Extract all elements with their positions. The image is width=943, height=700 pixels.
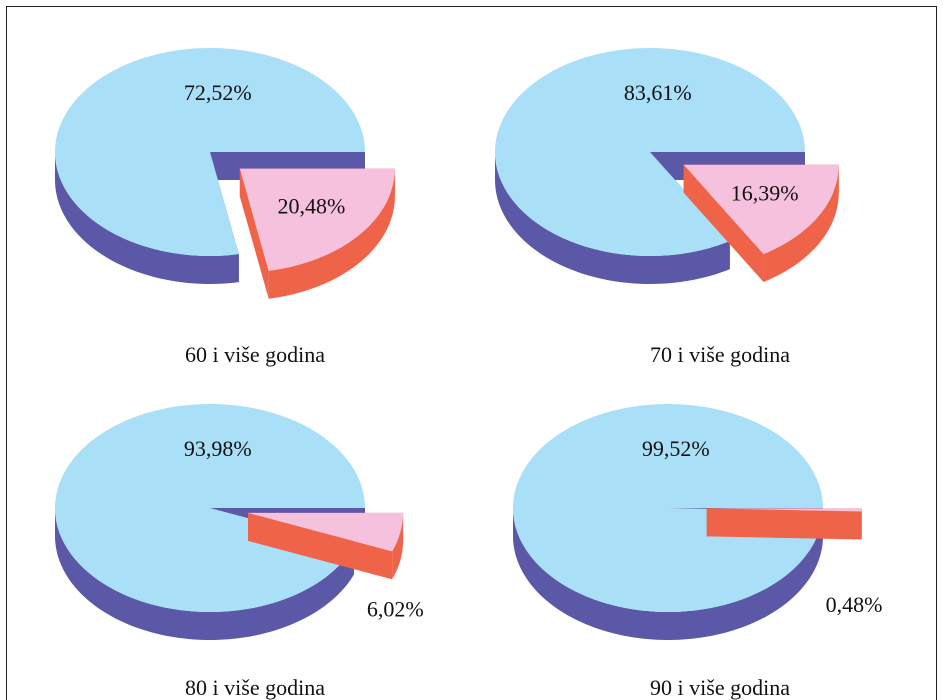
slice-face — [239, 168, 269, 299]
slice-top — [706, 508, 862, 512]
slice-rim — [763, 164, 839, 282]
chart-title: 60 i više godina — [185, 342, 325, 367]
slice-top — [248, 512, 404, 552]
value-label: 6,02% — [367, 597, 424, 622]
value-label: 93,98% — [184, 436, 252, 461]
pie-slice — [683, 164, 839, 282]
pie-slice — [239, 168, 395, 299]
chart-title: 90 i više godina — [650, 675, 790, 700]
slice-face — [683, 164, 764, 282]
value-label: 20,48% — [278, 193, 346, 218]
value-label: 16,39% — [731, 181, 799, 206]
slice-top — [55, 48, 365, 256]
slice-top — [239, 168, 395, 271]
slice-rim — [495, 152, 730, 284]
slice-top — [55, 404, 365, 612]
chart-title: 80 i više godina — [185, 675, 325, 700]
slice-rim — [55, 152, 239, 284]
slice-rim — [392, 512, 404, 580]
pie-slice — [248, 512, 404, 580]
frame — [6, 6, 937, 700]
value-label: 83,61% — [624, 80, 692, 105]
value-label: 72,52% — [184, 80, 252, 105]
pie-slice — [495, 48, 805, 284]
value-label: 0,48% — [826, 592, 883, 617]
slice-top — [683, 164, 839, 254]
chart-title: 70 i više godina — [650, 342, 790, 367]
slice-face — [706, 508, 862, 537]
slice-rim — [55, 508, 355, 640]
slice-top — [495, 48, 805, 256]
slice-rim — [513, 508, 823, 640]
pie-slice — [706, 508, 862, 540]
slice-rim — [268, 168, 395, 299]
value-label: 99,52% — [642, 436, 710, 461]
slice-top — [513, 404, 823, 612]
